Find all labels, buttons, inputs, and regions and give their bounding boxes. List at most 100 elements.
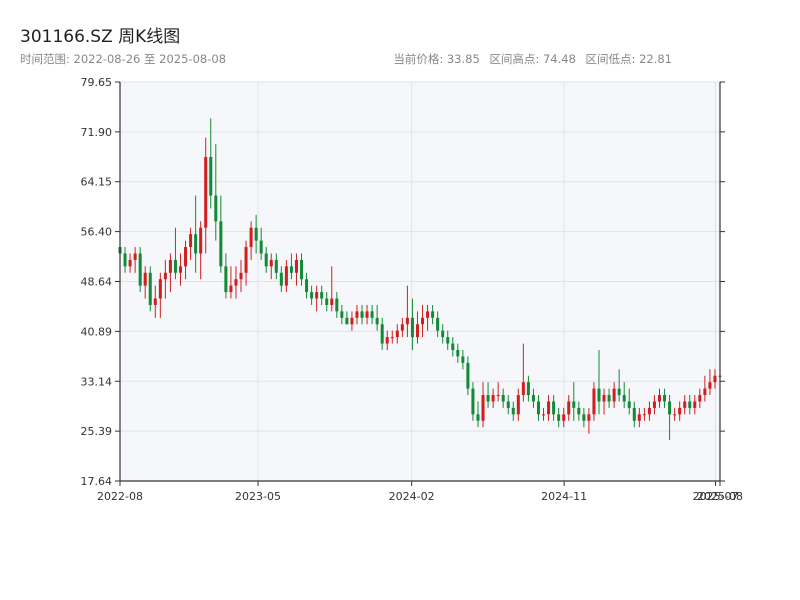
x-tick-label: 2024-02 xyxy=(389,490,435,503)
candle xyxy=(436,311,440,338)
candle xyxy=(582,407,586,428)
candle xyxy=(552,395,556,421)
candle xyxy=(622,382,626,408)
candle xyxy=(405,285,409,338)
candle xyxy=(602,388,606,415)
candle xyxy=(128,253,132,273)
candle xyxy=(451,337,455,357)
candle xyxy=(194,195,198,273)
candle-body xyxy=(476,414,480,421)
candle-body xyxy=(421,317,425,325)
candle-body xyxy=(496,395,500,397)
candle xyxy=(229,266,233,299)
candle xyxy=(657,388,662,408)
candle-body xyxy=(158,279,162,299)
candle-body xyxy=(128,259,132,267)
candle xyxy=(491,388,495,408)
candle-body xyxy=(491,395,495,402)
candle xyxy=(627,388,631,415)
candle-body xyxy=(305,279,309,293)
candle-body xyxy=(436,317,440,331)
candle-body xyxy=(466,362,470,389)
candle xyxy=(421,304,425,338)
candle-body xyxy=(194,234,198,254)
candle-body xyxy=(300,259,304,280)
candle-body xyxy=(335,298,339,312)
current-price-text: 当前价格: 33.85 xyxy=(393,52,480,66)
candle-body xyxy=(441,330,445,338)
candle-body xyxy=(673,414,677,416)
candle xyxy=(244,240,248,286)
candle xyxy=(693,395,697,415)
x-axis-labels: 2022-08 2023-05 2024-02 2024-11 2025-072025-… xyxy=(97,490,743,503)
candle xyxy=(597,349,601,415)
candle xyxy=(501,388,505,408)
candle xyxy=(143,266,147,299)
candle-body xyxy=(612,388,616,402)
candle-body xyxy=(214,195,218,222)
grid-lines xyxy=(119,81,721,482)
candle xyxy=(178,253,183,286)
candle xyxy=(123,247,127,273)
candle-body xyxy=(310,292,314,299)
candle xyxy=(496,382,500,402)
candle xyxy=(284,259,288,293)
candle-body xyxy=(204,156,208,228)
x-tick-label: 2025-08 xyxy=(697,490,743,503)
candle-body xyxy=(184,247,188,267)
candle-body xyxy=(632,407,636,421)
candle-body xyxy=(168,259,172,273)
candle-body xyxy=(663,395,667,402)
candle xyxy=(567,395,571,421)
candle xyxy=(168,253,172,293)
candle xyxy=(632,401,636,428)
candle xyxy=(360,304,364,325)
candle xyxy=(148,266,152,312)
candle xyxy=(572,382,576,421)
candle xyxy=(663,388,667,408)
candle xyxy=(446,330,450,350)
candle-body xyxy=(365,311,369,318)
candle-body xyxy=(637,414,641,421)
date-range-text: 时间范围: 2022-08-26 至 2025-08-08 xyxy=(20,52,227,66)
y-axis-labels: 79.65 71.90 64.15 56.40 48.64 40.89 33.14 25.39… xyxy=(81,76,113,488)
candle xyxy=(300,253,304,286)
candle-body xyxy=(486,395,490,402)
candle-body xyxy=(345,317,349,325)
candle xyxy=(355,304,359,325)
y-tick-label: 71.90 xyxy=(81,126,113,139)
candle-body xyxy=(501,395,505,402)
candle-body xyxy=(506,401,510,408)
y-tick-label: 79.65 xyxy=(81,76,113,89)
candle xyxy=(708,369,712,396)
candle-body xyxy=(390,337,394,339)
candle xyxy=(274,253,278,280)
chart-title: 301166.SZ 周K线图 xyxy=(20,27,181,47)
candle-body xyxy=(400,324,404,331)
candle-body xyxy=(123,253,127,267)
price-stats: 当前价格: 33.85 区间高点: 74.48 区间低点: 22.81 xyxy=(387,51,672,67)
candle-body xyxy=(269,259,273,267)
candle-body xyxy=(163,272,167,280)
candle xyxy=(224,253,228,299)
x-tick-label: 2023-05 xyxy=(235,490,281,503)
candle-body xyxy=(562,414,566,421)
candle-body xyxy=(511,407,515,415)
candle-body xyxy=(284,266,288,286)
candle xyxy=(375,304,379,331)
candle-body xyxy=(592,388,596,415)
candle-body xyxy=(375,317,379,325)
candle xyxy=(642,407,646,421)
candle-body xyxy=(143,272,147,286)
candle-body xyxy=(415,324,419,338)
candle-body xyxy=(254,227,258,241)
candle-body xyxy=(481,395,485,421)
candle-body xyxy=(259,240,263,254)
candle xyxy=(562,407,566,428)
candle-body xyxy=(355,311,359,318)
candle xyxy=(521,343,525,402)
candle xyxy=(395,324,399,344)
candle-body xyxy=(446,337,450,344)
candle xyxy=(345,311,349,325)
candle-body xyxy=(229,285,233,293)
